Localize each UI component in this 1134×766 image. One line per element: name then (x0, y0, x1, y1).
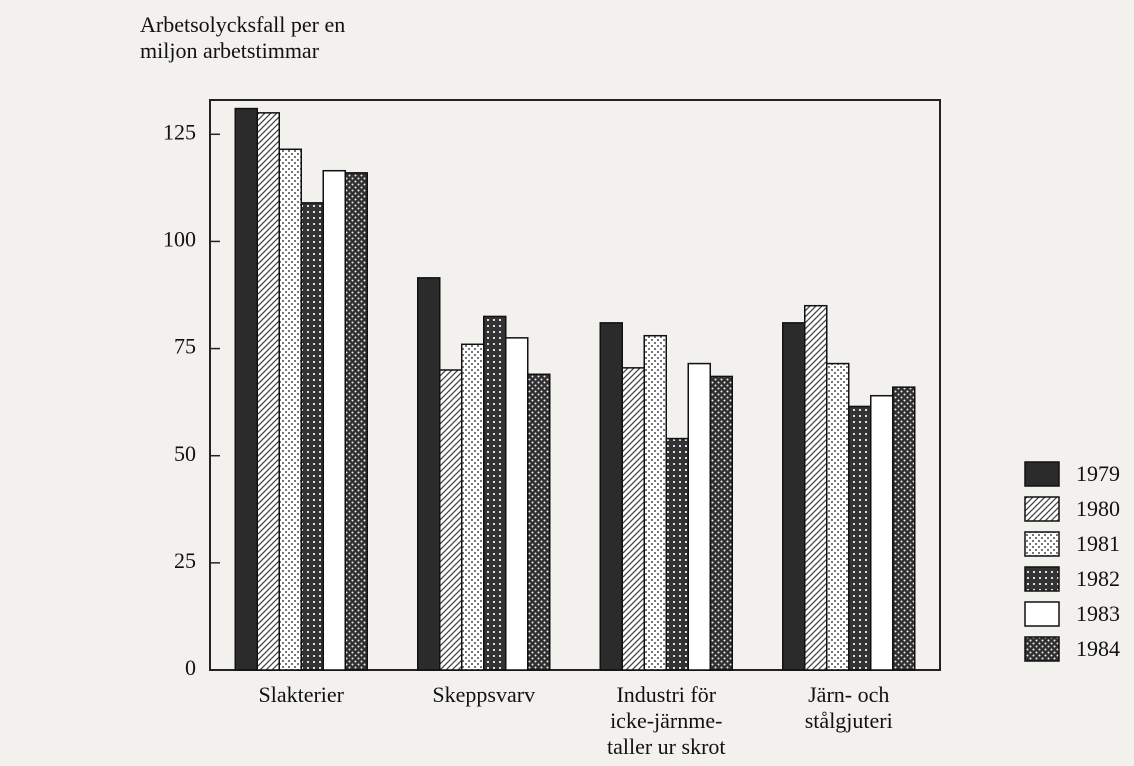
plot-frame (209, 99, 941, 671)
y-tick-label: 100 (163, 226, 196, 251)
y-tick-label: 75 (174, 334, 196, 359)
bar (782, 322, 806, 671)
bar (709, 375, 733, 671)
bar (621, 367, 645, 671)
legend-label: 1979 (1076, 461, 1120, 486)
y-tick-label: 0 (185, 655, 196, 680)
legend-swatch (1024, 601, 1060, 627)
y-tick-label: 25 (174, 548, 196, 573)
bar (826, 362, 850, 671)
bar (665, 437, 689, 671)
bar (483, 315, 507, 671)
bar (527, 373, 551, 671)
y-tick-label: 125 (163, 119, 196, 144)
legend-label: 1980 (1076, 496, 1120, 521)
bar (848, 405, 872, 671)
legend-label: 1984 (1076, 636, 1120, 661)
legend-label: 1981 (1076, 531, 1120, 556)
bar (892, 386, 916, 671)
y-tick-label: 50 (174, 441, 196, 466)
bar (344, 172, 368, 671)
legend-swatch (1024, 496, 1060, 522)
x-tick-label: Slakterier (258, 682, 345, 707)
bar (256, 112, 280, 671)
bar (439, 369, 463, 671)
legend-swatch (1024, 636, 1060, 662)
bar (278, 148, 302, 671)
bar (461, 343, 485, 671)
bar (300, 202, 324, 671)
legend-label: 1982 (1076, 566, 1120, 591)
legend-swatch (1024, 461, 1060, 487)
bar (804, 304, 828, 671)
bar (870, 394, 894, 671)
bar (322, 169, 346, 671)
legend-label: 1983 (1076, 601, 1120, 626)
bar (643, 334, 667, 671)
bar (687, 362, 711, 671)
bar (234, 107, 258, 671)
bar (417, 277, 441, 671)
bar (599, 322, 623, 671)
bar (505, 337, 529, 671)
legend-swatch (1024, 531, 1060, 557)
x-tick-label: Skeppsvarv (432, 682, 536, 707)
x-tick-label: Industri för icke-järnme- taller ur skro… (606, 682, 726, 759)
chart-title: Arbetsolycksfall per en miljon arbetstim… (140, 12, 346, 63)
legend-swatch (1024, 566, 1060, 592)
x-tick-label: Järn- och stålgjuteri (804, 682, 893, 733)
